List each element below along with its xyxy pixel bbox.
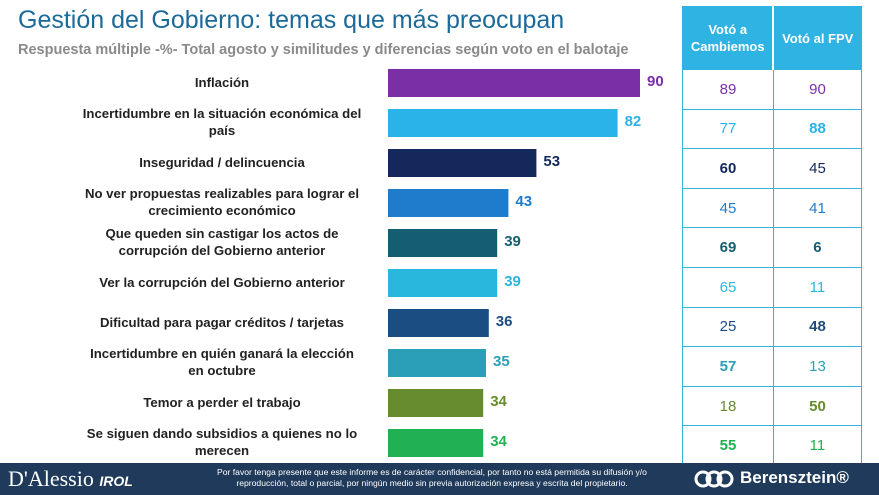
confidentiality-disclaimer: Por favor tenga presente que este inform…	[217, 467, 647, 488]
value-label-6: 39	[504, 273, 521, 290]
table-row: 18 50	[682, 385, 863, 427]
cell-fpv: 13	[772, 346, 863, 387]
table-body: 89 90 77 88 60 45 45 41 69 6 65 11 25 48 57 13 18 50 55 11	[682, 69, 863, 466]
cell-fpv: 45	[772, 148, 863, 189]
cell-fpv: 6	[772, 227, 863, 268]
table-row: 25 48	[682, 306, 863, 348]
category-label-line: en octubre	[188, 363, 256, 378]
value-label-3: 53	[543, 153, 561, 170]
category-label-2: Incertidumbre en la situación económica …	[72, 105, 372, 139]
bar-8	[388, 349, 486, 377]
bar-1	[388, 69, 640, 97]
table-row: 60 45	[682, 148, 863, 189]
bar-7	[388, 309, 489, 337]
cell-cambiemos: 25	[682, 306, 774, 348]
berensztein-logo: Berensztein®	[694, 468, 849, 489]
value-label-7: 36	[495, 313, 513, 330]
bar-6	[388, 269, 498, 297]
cell-cambiemos: 89	[682, 69, 774, 110]
value-label-10: 34	[490, 433, 507, 450]
category-label-3: Inseguridad / delincuencia	[72, 154, 372, 171]
cell-cambiemos: 55	[682, 425, 774, 466]
bar-chart	[388, 69, 640, 457]
value-label-9: 34	[490, 393, 507, 410]
berensztein-logo-text: Berensztein®	[740, 468, 849, 487]
category-label-6: Ver la corrupción del Gobierno anterior	[72, 274, 372, 291]
category-label-8: Incertidumbre en quién ganará la elecció…	[72, 345, 372, 379]
category-label-1: Inflación	[72, 74, 372, 91]
category-label-line: Inflación	[194, 74, 250, 90]
cell-fpv: 48	[772, 306, 863, 348]
category-label-line: corrupción del Gobierno anterior	[118, 243, 326, 258]
category-label-line: crecimiento económico	[148, 203, 296, 218]
bar-9	[388, 389, 484, 417]
header-line: Cambiemos	[690, 39, 765, 54]
bar-4	[388, 189, 509, 217]
category-label-line: Se siguen dando subsidios a quienes no l…	[86, 426, 358, 441]
table-row: 89 90	[682, 69, 863, 110]
bar-3	[388, 149, 537, 177]
cell-fpv: 11	[772, 266, 863, 308]
table-row: 77 88	[682, 108, 863, 150]
category-label-line: Incertidumbre en la situación económica …	[82, 106, 362, 121]
footer-bar: D'Alessio IROL Por favor tenga presente …	[0, 463, 879, 495]
page-subtitle: Respuesta múltiple -%- Total agosto y si…	[18, 42, 629, 58]
value-label-8: 35	[493, 353, 510, 370]
category-label-line: Inseguridad / delincuencia	[139, 154, 305, 170]
header-cambiemos: Votó a Cambiemos	[682, 6, 775, 70]
category-label-line: Temor a perder el trabajo	[143, 394, 301, 410]
bar-10	[388, 429, 484, 457]
table-row: 55 11	[682, 425, 863, 466]
category-label-4: No ver propuestas realizables para logra…	[72, 185, 372, 219]
value-label-1: 90	[647, 73, 664, 90]
table-header-row: Votó a Cambiemos Votó al FPV	[682, 6, 863, 70]
value-label-5: 39	[504, 233, 521, 250]
category-label-line: país	[208, 123, 236, 138]
category-label-line: Ver la corrupción del Gobierno anterior	[99, 274, 345, 290]
value-label-2: 82	[624, 113, 642, 130]
category-label-7: Dificultad para pagar créditos / tarjeta…	[72, 314, 372, 331]
cell-cambiemos: 69	[682, 227, 774, 268]
bar-5	[388, 229, 498, 257]
value-label-4: 43	[515, 193, 533, 210]
category-label-10: Se siguen dando subsidios a quienes no l…	[72, 425, 372, 459]
category-label-9: Temor a perder el trabajo	[72, 394, 372, 411]
bar-2	[388, 109, 618, 137]
cell-fpv: 41	[772, 187, 863, 229]
category-label-line: No ver propuestas realizables para logra…	[84, 186, 360, 201]
cell-fpv: 88	[772, 108, 863, 150]
cell-cambiemos: 65	[682, 266, 774, 308]
page-title: Gestión del Gobierno: temas que más preo…	[18, 6, 565, 34]
table-row: 69 6	[682, 227, 863, 268]
cell-cambiemos: 45	[682, 187, 774, 229]
category-label-line: Incertidumbre en quién ganará la elecció…	[90, 346, 354, 361]
cell-cambiemos: 57	[682, 346, 774, 387]
cell-fpv: 50	[772, 385, 863, 427]
vote-comparison-table: Votó a Cambiemos Votó al FPV 89 90 77 88 60 45…	[682, 6, 863, 466]
cell-fpv: 90	[772, 69, 863, 110]
table-row: 57 13	[682, 346, 863, 387]
category-label-line: merecen	[194, 443, 250, 458]
header-line: Votó al FPV	[782, 30, 854, 46]
category-label-line: Dificultad para pagar créditos / tarjeta…	[99, 314, 345, 330]
cell-fpv: 11	[772, 425, 863, 466]
dalessio-irol-logo: D'Alessio IROL	[8, 466, 133, 491]
berensztein-mark-icon	[694, 470, 734, 488]
category-label-line: Que queden sin castigar los actos de	[105, 226, 339, 241]
cell-cambiemos: 18	[682, 385, 774, 427]
cell-cambiemos: 77	[682, 108, 774, 150]
table-row: 65 11	[682, 266, 863, 308]
header-fpv: Votó al FPV	[772, 6, 863, 70]
cell-cambiemos: 60	[682, 148, 774, 189]
table-row: 45 41	[682, 187, 863, 229]
category-label-5: Que queden sin castigar los actos de corr…	[72, 225, 372, 259]
header-line: Votó a	[708, 22, 748, 37]
